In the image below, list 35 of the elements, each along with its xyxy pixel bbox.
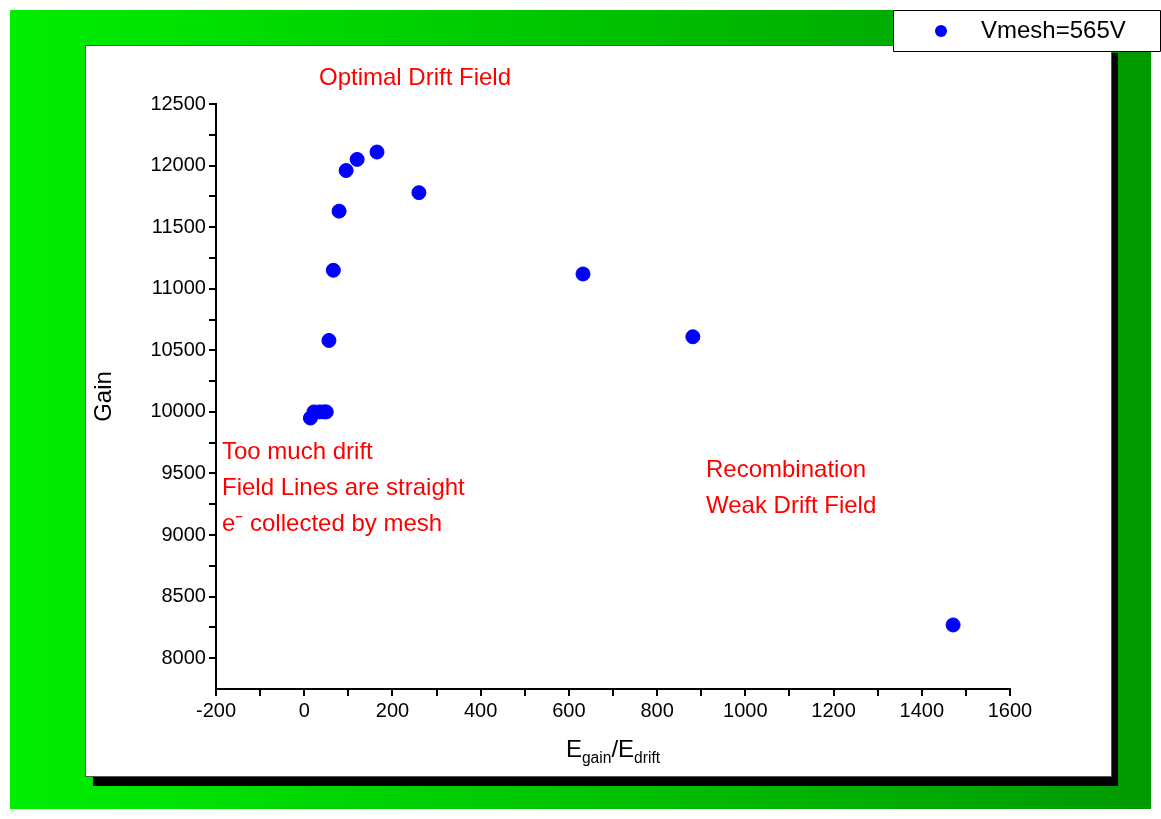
y-axis-title: Gain <box>88 371 116 422</box>
x-tick-label: -200 <box>195 698 237 721</box>
point <box>338 163 354 179</box>
point <box>325 262 341 278</box>
x-tick-label: 600 <box>552 698 586 721</box>
x-tick-label: 400 <box>463 698 498 721</box>
y-tick-label: 10000 <box>150 399 206 422</box>
annotation: Too much drift Field Lines are straight e⁻ collected by mesh <box>222 436 466 536</box>
point <box>331 203 347 219</box>
point <box>685 329 701 345</box>
x-tick-label: 1400 <box>899 698 945 721</box>
y-tick-label: 11000 <box>151 276 206 299</box>
y-tick-label: 10500 <box>150 337 206 360</box>
point <box>321 332 337 348</box>
x-tick-label: 1200 <box>811 698 856 721</box>
y-tick-label: 8000 <box>161 645 206 668</box>
legend-label: Vmesh=565V <box>981 15 1126 43</box>
y-tick-label: 12500 <box>150 91 206 114</box>
point <box>945 617 961 633</box>
x-tick-label: 1000 <box>723 698 768 721</box>
x-tick-label: 0 <box>298 698 310 721</box>
x-tick-label: 1600 <box>987 698 1033 721</box>
point <box>411 185 427 201</box>
y-tick-label: 8500 <box>161 584 206 607</box>
x-tick-label: 800 <box>640 698 674 721</box>
y-tick-label: 12000 <box>150 153 206 176</box>
y-tick-label: 9500 <box>161 460 206 483</box>
y-tick-label: 9000 <box>161 522 206 545</box>
point <box>369 144 385 160</box>
x-tick-label: 200 <box>375 698 410 721</box>
point <box>349 151 365 167</box>
text: Optimal Drift Field <box>319 62 512 90</box>
y-tick-label: 11500 <box>151 214 206 237</box>
annotation: Recombination Weak Drift Field <box>706 454 877 518</box>
point <box>575 266 591 282</box>
